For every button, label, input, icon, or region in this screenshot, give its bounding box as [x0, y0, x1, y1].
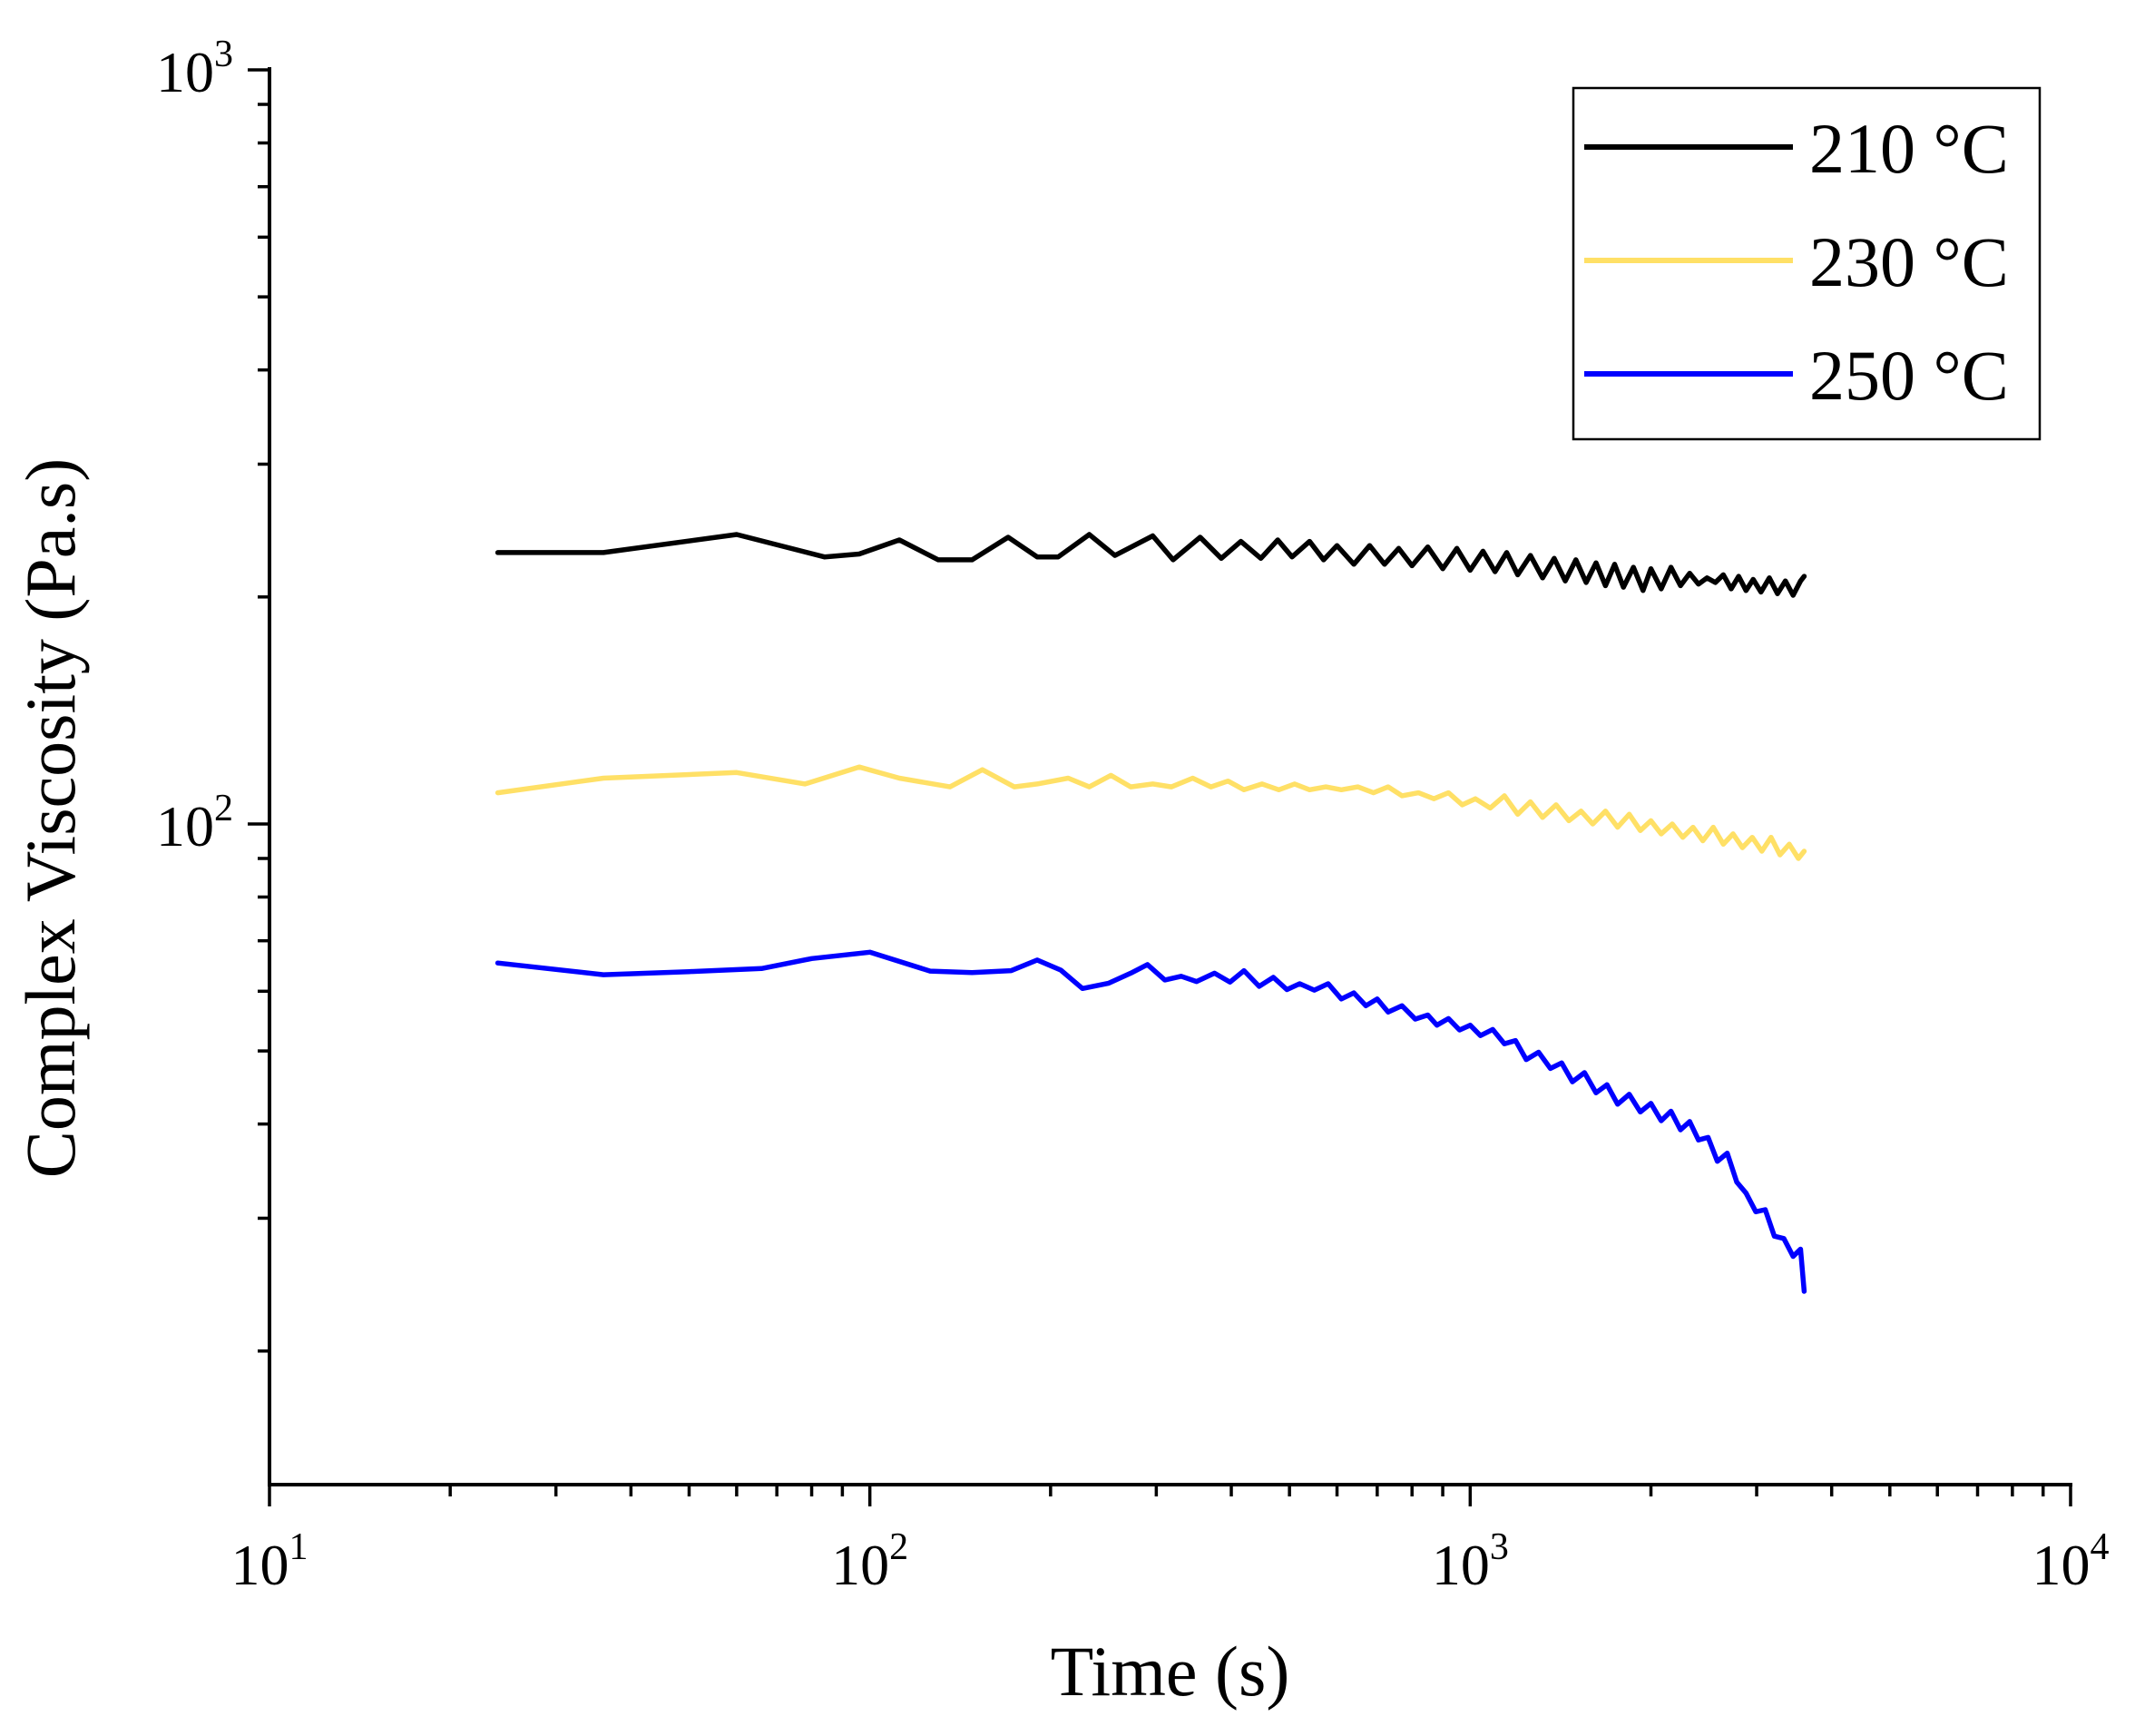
- x-tick-label: 104: [2032, 1526, 2110, 1597]
- y-axis-title: Complex Viscosity (Pa.s): [11, 458, 90, 1178]
- legend-label-0: 210 °C: [1809, 109, 2009, 188]
- legend: 210 °C 230 °C 250 °C: [1572, 86, 2042, 441]
- x-tick-label: 102: [831, 1526, 908, 1597]
- legend-label-1: 230 °C: [1809, 222, 2009, 301]
- x-axis-title: Time (s): [1051, 1632, 1290, 1711]
- series-line-1: [495, 764, 1807, 861]
- y-tick-label: 103: [156, 34, 233, 104]
- series-line-2: [495, 949, 1807, 1294]
- axes-layer: 101 102 103 104 102 103 Time (s) Complex Viscos…: [11, 34, 2110, 1711]
- legend-label-2: 250 °C: [1809, 336, 2009, 415]
- y-tick-label: 102: [156, 788, 233, 858]
- x-tick-label: 103: [1432, 1526, 1509, 1597]
- series-layer: [495, 532, 1807, 1294]
- x-tick-label: 101: [231, 1526, 308, 1597]
- series-line-0: [495, 532, 1807, 598]
